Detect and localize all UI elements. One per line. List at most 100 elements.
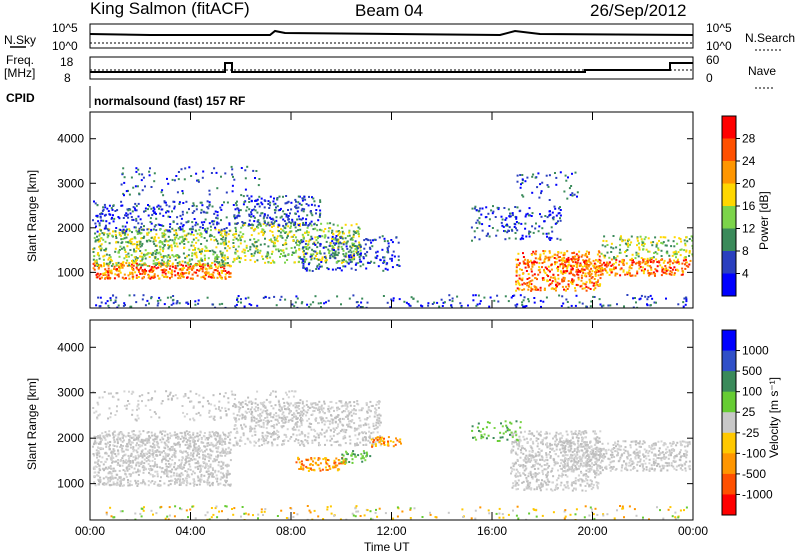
power-echo (315, 209, 317, 211)
power-echo (650, 269, 652, 271)
power-echo (231, 174, 233, 176)
power-echo (171, 244, 173, 246)
velocity-echo (117, 449, 119, 451)
power-echo (361, 298, 363, 300)
velocity-echo (116, 484, 118, 486)
velocity-echo (175, 452, 177, 454)
power-echo (506, 231, 508, 233)
power-echo (134, 271, 136, 273)
velocity-echo (175, 468, 177, 470)
power-echo (631, 275, 633, 277)
power-echo (656, 242, 658, 244)
velocity-echo (113, 439, 115, 441)
power-echo (549, 214, 551, 216)
velocity-echo (210, 444, 212, 446)
power-echo (125, 226, 127, 228)
velocity-echo (299, 434, 301, 436)
power-echo (250, 304, 252, 306)
power-echo (554, 208, 556, 210)
velocity-echo (304, 434, 306, 436)
power-echo (348, 256, 350, 258)
power-echo (666, 270, 668, 272)
velocity-echo (121, 432, 123, 434)
power-echo (298, 196, 300, 198)
power-echo (183, 247, 185, 249)
power-echo (112, 209, 114, 211)
power-echo (623, 269, 625, 271)
power-echo (200, 258, 202, 260)
power-echo (411, 296, 413, 298)
power-echo (344, 265, 346, 267)
power-echo (215, 266, 217, 268)
power-echo (178, 238, 180, 240)
velocity-echo (165, 456, 167, 458)
velocity-echo (100, 441, 102, 443)
power-echo (172, 299, 174, 301)
power-echo (136, 205, 138, 207)
power-echo (173, 256, 175, 258)
power-echo (171, 270, 173, 272)
power-echo (191, 255, 193, 257)
velocity-echo (179, 450, 181, 452)
power-echo (370, 242, 372, 244)
power-echo (349, 298, 351, 300)
velocity-echo (313, 435, 315, 437)
power-echo (162, 248, 164, 250)
power-echo (576, 196, 578, 198)
power-echo (519, 174, 521, 176)
power-echo (291, 247, 293, 249)
power-echo (165, 276, 167, 278)
power-echo (172, 239, 174, 241)
velocity-echo (151, 480, 153, 482)
power-echo (541, 266, 543, 268)
power-echo (256, 305, 258, 307)
power-echo (248, 201, 250, 203)
power-echo (217, 217, 219, 219)
power-echo (611, 272, 613, 274)
power-echo (365, 238, 367, 240)
velocity-echo (225, 481, 227, 483)
power-echo (504, 230, 506, 232)
power-echo (305, 240, 307, 242)
power-echo (315, 295, 317, 297)
velocity-echo (223, 462, 225, 464)
power-echo (126, 245, 128, 247)
power-echo (338, 243, 340, 245)
power-echo (173, 230, 175, 232)
power-echo (235, 227, 237, 229)
power-echo (549, 199, 551, 201)
velocity-echo (116, 438, 118, 440)
power-echo (179, 275, 181, 277)
power-echo (209, 222, 211, 224)
power-echo (643, 272, 645, 274)
power-echo (523, 288, 525, 290)
power-echo (590, 288, 592, 290)
power-echo (135, 218, 137, 220)
velocity-echo (207, 456, 209, 458)
power-echo (193, 234, 195, 236)
power-echo (342, 248, 344, 250)
power-echo (556, 258, 558, 260)
power-echo (588, 258, 590, 260)
velocity-echo (102, 435, 104, 437)
power-echo (421, 305, 423, 307)
velocity-echo (129, 460, 131, 462)
power-echo (165, 265, 167, 267)
power-echo (158, 261, 160, 263)
power-echo (159, 299, 161, 301)
power-echo (664, 236, 666, 238)
power-echo (194, 247, 196, 249)
power-echo (541, 190, 543, 192)
power-echo (218, 266, 220, 268)
power-echo (555, 290, 557, 292)
power-echo (226, 192, 228, 194)
power-echo (155, 245, 157, 247)
power-echo (138, 269, 140, 271)
velocity-echo (171, 480, 173, 482)
velocity-echo (201, 479, 203, 481)
power-echo (123, 246, 125, 248)
power-echo (664, 265, 666, 267)
power-echo (363, 248, 365, 250)
power-echo (235, 233, 237, 235)
power-echo (172, 266, 174, 268)
